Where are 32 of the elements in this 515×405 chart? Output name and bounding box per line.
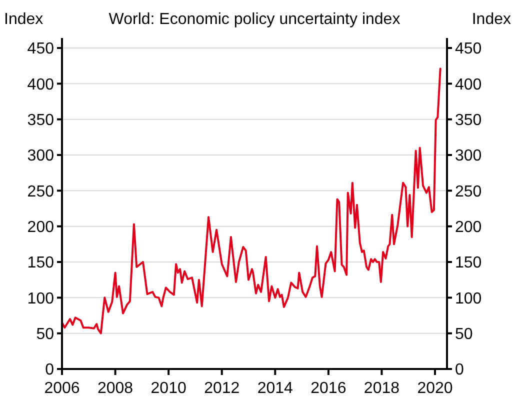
y2-tick-label: 50 <box>455 326 473 343</box>
y-tick-label: 350 <box>27 112 54 129</box>
y2-tick-label: 150 <box>455 254 482 272</box>
x-tick-label: 2016 <box>310 380 346 397</box>
x-tick-label: 2010 <box>150 380 186 397</box>
y2-tick-label: 250 <box>455 183 482 200</box>
y-tick-label: 0 <box>45 362 54 379</box>
y-tick-label: 400 <box>27 76 54 94</box>
y-axis-title: Index <box>4 11 44 28</box>
x-tick-label: 2018 <box>364 380 400 397</box>
y2-tick-label: 200 <box>455 218 482 236</box>
x-tick-label: 2006 <box>44 380 80 397</box>
y-tick-label: 300 <box>27 148 54 165</box>
y2-axis-title: Index <box>472 11 511 28</box>
y-tick-label: 200 <box>27 218 54 236</box>
line-series <box>61 68 442 334</box>
y-tick-label: 100 <box>27 290 54 308</box>
y2-tick-label: 100 <box>455 290 482 308</box>
y-tick-label: 450 <box>27 40 54 58</box>
y-tick-label: 150 <box>27 254 54 272</box>
x-tick-label: 2008 <box>97 380 134 397</box>
y-tick-label: 50 <box>36 326 54 343</box>
x-tick-label: 2012 <box>204 380 240 397</box>
y2-tick-label: 350 <box>455 112 482 129</box>
x-tick-label: 2020 <box>417 380 453 397</box>
x-tick-label: 2014 <box>257 380 294 397</box>
y2-tick-label: 300 <box>455 148 482 165</box>
y2-tick-label: 0 <box>455 362 464 379</box>
y2-tick-label: 450 <box>455 40 482 58</box>
y-tick-label: 250 <box>27 183 54 200</box>
y2-tick-label: 400 <box>455 76 482 94</box>
chart-title: World: Economic policy uncertainty index <box>108 11 400 28</box>
